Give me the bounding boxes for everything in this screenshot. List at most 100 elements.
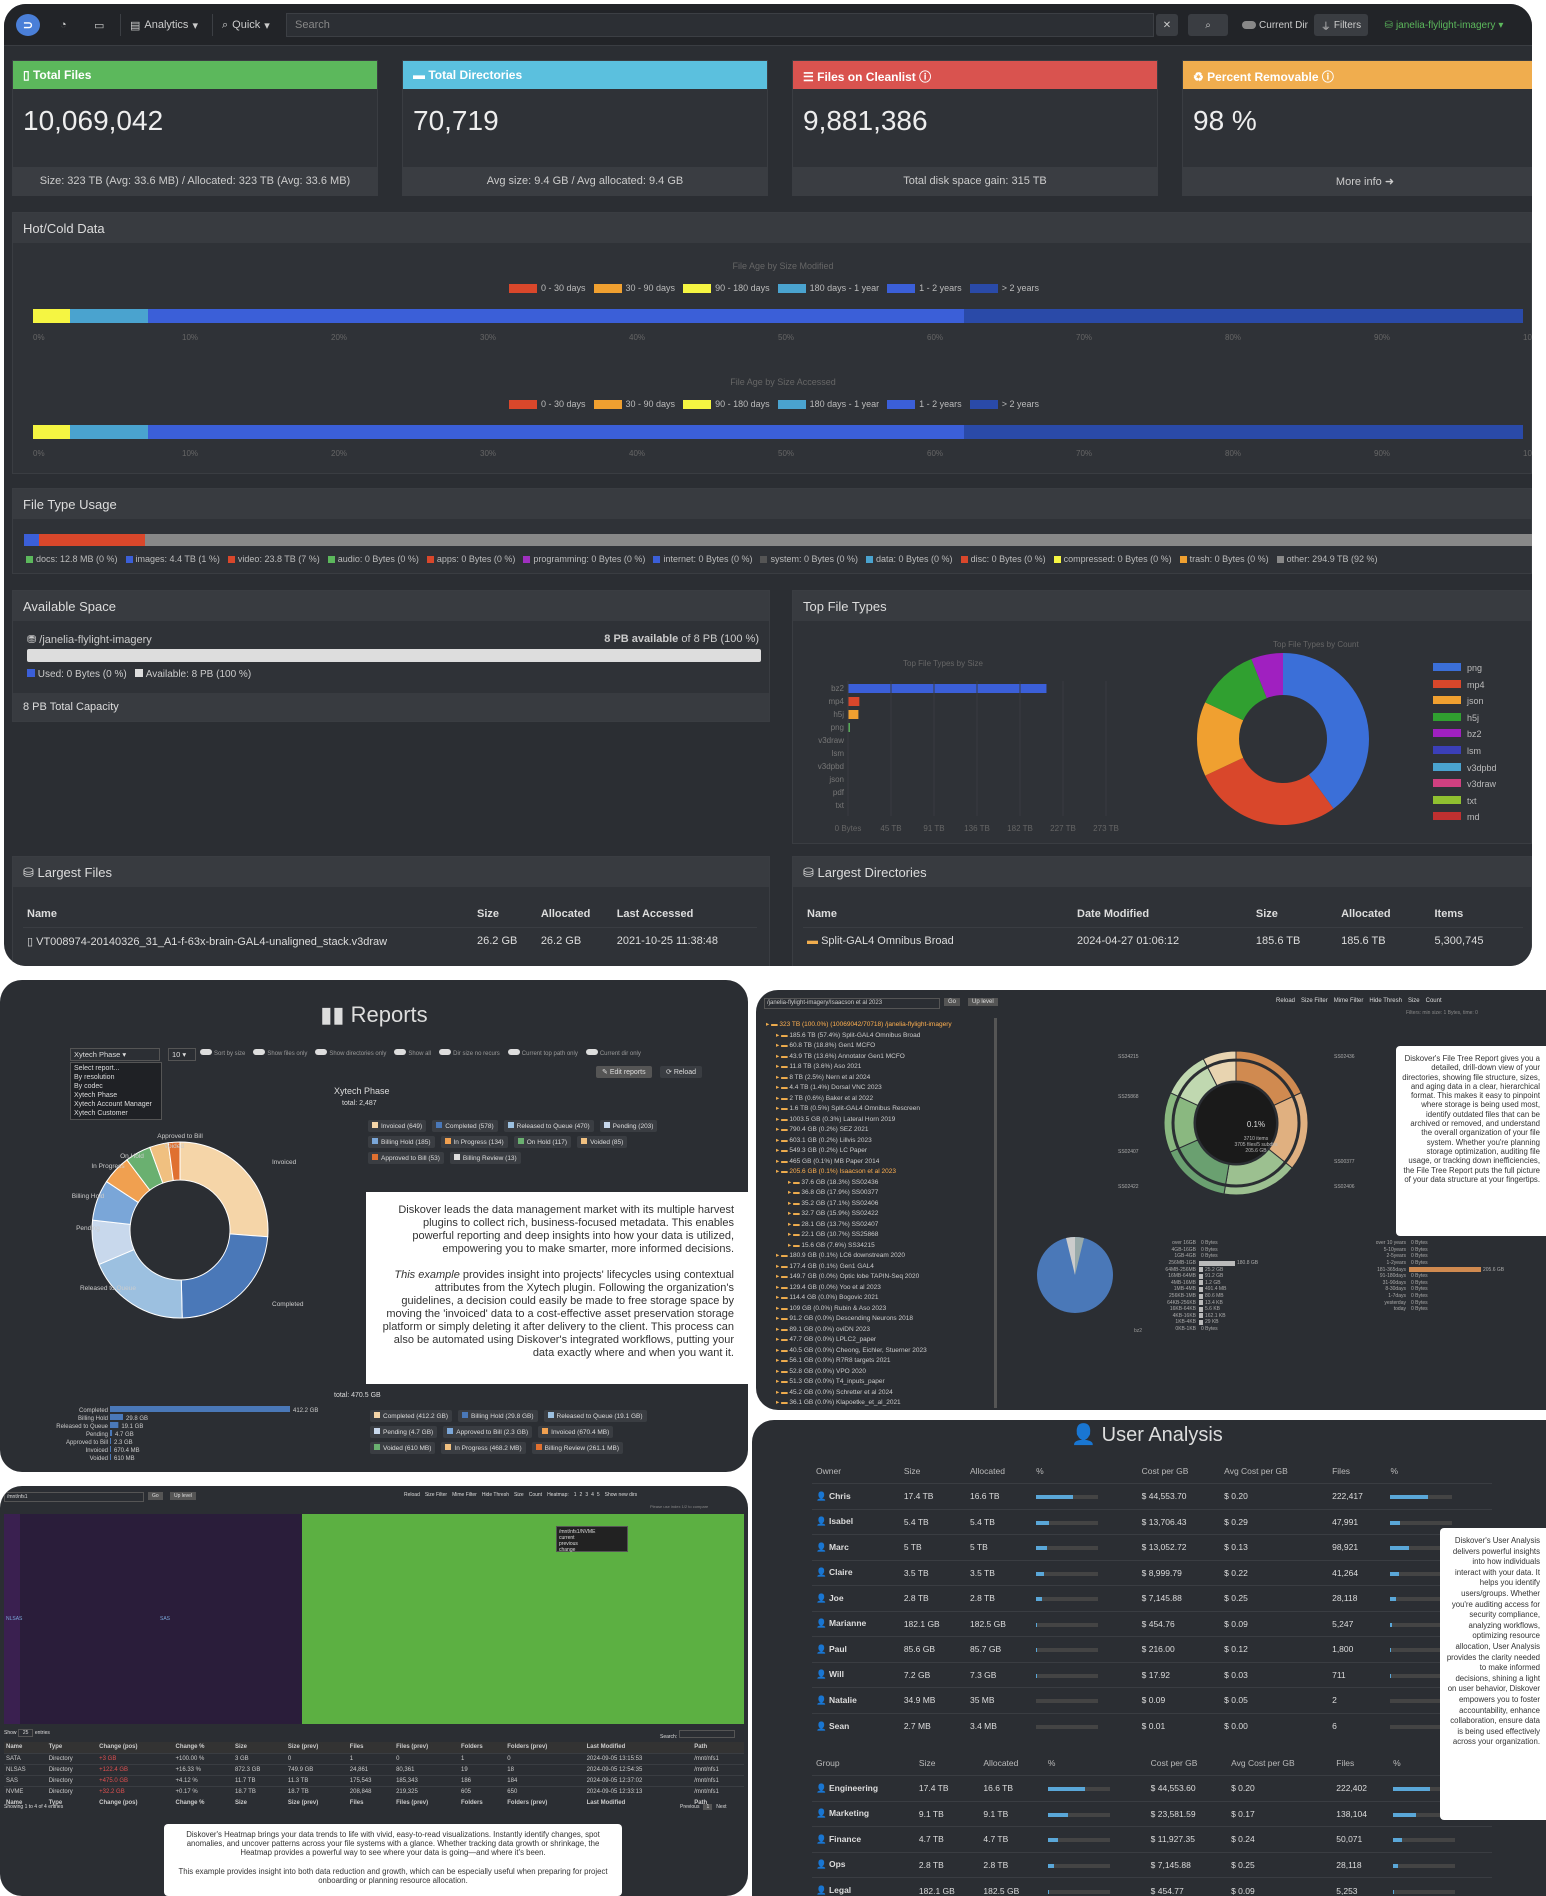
table-row[interactable]: 👤 Sean 2.7 MB 3.4 MB $ 0.01 $ 0.00 6: [812, 1713, 1492, 1739]
table-row[interactable]: 👤 Ops 2.8 TB 2.8 TB $ 7,145.88 $ 0.25 28,118: [812, 1852, 1492, 1878]
legend-item[interactable]: 0 - 30 days: [509, 283, 586, 293]
pie-slice[interactable]: [1197, 702, 1244, 776]
heatmap-cell-sas[interactable]: [20, 1514, 302, 1724]
entries-select[interactable]: 25: [17, 1729, 34, 1737]
current-dir-toggle[interactable]: Current Dir: [1236, 14, 1314, 36]
dist-bar[interactable]: [1199, 1260, 1235, 1266]
column-header[interactable]: Type: [48, 1744, 63, 1751]
help-icon[interactable]: ⓘ: [1321, 70, 1334, 84]
report-option[interactable]: Xytech Customer: [74, 1110, 128, 1117]
age-segment[interactable]: [33, 425, 71, 439]
legend-item[interactable]: > 2 years: [969, 399, 1039, 409]
badge[interactable]: Pending (203): [599, 1120, 658, 1132]
hide-thresh-dropdown[interactable]: Hide Thresh: [1369, 998, 1402, 1004]
table-row[interactable]: 👤 Legal 182.1 GB 182.5 GB $ 454.77 $ 0.09 5,2…: [812, 1877, 1492, 1896]
bar[interactable]: [110, 1438, 112, 1444]
tree-row[interactable]: ▸ ▬ 149.7 GB (0.0%) Optic lobe TAPIN-Seq…: [766, 1272, 986, 1283]
bar[interactable]: [110, 1446, 111, 1452]
dist-bar[interactable]: [1199, 1306, 1203, 1312]
toggle[interactable]: Dir size no recurs: [439, 1049, 500, 1057]
clear-search-button[interactable]: ✕: [1156, 14, 1178, 36]
toggle[interactable]: Sort by size: [200, 1049, 245, 1057]
column-header[interactable]: Change (pos): [99, 1744, 138, 1751]
tree-row[interactable]: ▸ ▬ 45.2 GB (0.0%) Schretter et al 2024: [766, 1388, 986, 1399]
go-button[interactable]: Go: [944, 998, 961, 1006]
file-type-segment[interactable]: [144, 534, 1532, 546]
tree-row[interactable]: ▸ ▬ 40.5 GB (0.0%) Cheong, Eichler, Stue…: [766, 1346, 986, 1357]
column-header[interactable]: Avg Cost per GB: [1231, 1757, 1295, 1768]
bar[interactable]: [110, 1406, 290, 1412]
report-select[interactable]: Xytech Phase ▾: [70, 1048, 160, 1061]
table-row[interactable]: 👤 Marketing 9.1 TB 9.1 TB $ 23,581.59 $ 0.17…: [812, 1801, 1492, 1827]
tree-row[interactable]: ▸ ▬ 205.6 GB (0.1%) Isaacson et al 2023: [766, 1167, 986, 1178]
dist-bar[interactable]: [1409, 1267, 1481, 1273]
toggle[interactable]: Current dir only: [585, 1049, 641, 1057]
badge[interactable]: Invoiced (649): [368, 1120, 427, 1132]
tree-row[interactable]: ▸ ▬ 323 TB (100.0%) (10069042/70718) /ja…: [766, 1020, 986, 1031]
sunburst-center[interactable]: [1196, 1083, 1276, 1163]
column-header[interactable]: Folders: [461, 1744, 483, 1751]
column-header[interactable]: Size: [234, 1744, 247, 1751]
legend-item[interactable]: 30 - 90 days: [593, 399, 675, 409]
dist-bar[interactable]: [1199, 1293, 1203, 1299]
pie-slice[interactable]: [167, 1141, 181, 1182]
legend-item[interactable]: 180 days - 1 year: [777, 399, 879, 409]
toggle[interactable]: Show files only: [253, 1049, 307, 1057]
dist-bar[interactable]: [1199, 1286, 1203, 1292]
table-row[interactable]: 👤 Will 7.2 GB 7.3 GB $ 17.92 $ 0.03 711: [812, 1662, 1492, 1688]
table-row[interactable]: SAS Directory +475.0 GB +4.12 % 11.7 TB 11.3 …: [4, 1775, 744, 1786]
tree-row[interactable]: ▸ ▬ 8 TB (2.5%) Nern et al 2024: [766, 1073, 986, 1084]
age-segment[interactable]: [964, 425, 1523, 439]
legend-item[interactable]: 1 - 2 years: [887, 399, 962, 409]
index-selector[interactable]: ⛁ janelia-flylight-imagery ▾: [1384, 19, 1504, 31]
page-button[interactable]: 2: [579, 1492, 583, 1498]
tree-row[interactable]: ▸ ▬ 177.4 GB (0.1%) Gen1 GAL4: [766, 1262, 986, 1273]
size-toggle[interactable]: Size: [1407, 998, 1420, 1004]
tree-row[interactable]: ▸ ▬ 47.7 GB (0.0%) LPLC2_paper: [766, 1335, 986, 1346]
dist-bar[interactable]: [1199, 1319, 1203, 1325]
heatmap-cell-nlsas[interactable]: [4, 1514, 20, 1724]
column-header[interactable]: Folders (prev): [507, 1744, 548, 1751]
table-row[interactable]: 👤 Marianne 182.1 GB 182.5 GB $ 454.76 $ 0.09…: [812, 1611, 1492, 1637]
tree-row[interactable]: ▸ ▬ 109 GB (0.0%) Rubin & Aso 2023: [766, 1304, 986, 1315]
badge[interactable]: In Progress (468.2 MB): [441, 1442, 526, 1454]
tree-row[interactable]: ▸ ▬ 180.9 GB (0.1%) LC6 downstream 2020: [766, 1251, 986, 1262]
bar[interactable]: [110, 1454, 111, 1460]
pie-slice[interactable]: [179, 1141, 269, 1238]
count-select[interactable]: 10 ▾: [168, 1048, 196, 1061]
up-level-button[interactable]: Up level: [170, 1492, 197, 1500]
column-header[interactable]: Files: [1336, 1757, 1355, 1768]
age-segment[interactable]: [70, 309, 148, 323]
bar[interactable]: [848, 710, 859, 719]
file-type-segment[interactable]: [24, 534, 40, 546]
table-row[interactable]: 👤 Finance 4.7 TB 4.7 TB $ 11,927.35 $ 0.24 50…: [812, 1826, 1492, 1853]
search-button[interactable]: ⌕: [1188, 14, 1228, 36]
pie-slice[interactable]: [98, 1248, 183, 1319]
dist-bar[interactable]: [1199, 1300, 1203, 1306]
column-header[interactable]: Allocated: [983, 1757, 1019, 1768]
search-input[interactable]: Search: [286, 13, 1154, 37]
badge[interactable]: Voided (85): [577, 1136, 628, 1148]
tree-row[interactable]: ▸ ▬ 52.8 GB (0.0%) VPO 2020: [766, 1367, 986, 1378]
tree-row[interactable]: ▸ ▬ 465 GB (0.1%) MB Paper 2014: [766, 1157, 986, 1168]
help-icon[interactable]: ⓘ: [919, 70, 932, 84]
tree-row[interactable]: ▸ ▬ 129.4 GB (0.0%) Yoo et al 2023: [766, 1283, 986, 1294]
page-button[interactable]: 3: [585, 1492, 589, 1498]
column-header[interactable]: Size: [918, 1757, 936, 1768]
age-segment[interactable]: [147, 425, 965, 439]
bar[interactable]: [110, 1422, 119, 1428]
badge[interactable]: Completed (578): [432, 1120, 498, 1132]
go-button[interactable]: Go: [148, 1492, 163, 1500]
bar[interactable]: [110, 1430, 113, 1436]
badge[interactable]: Voided (610 MB): [370, 1442, 436, 1454]
legend-item[interactable]: 90 - 180 days: [683, 399, 770, 409]
count-toggle[interactable]: Count: [528, 1492, 543, 1498]
search-input[interactable]: [678, 1730, 735, 1738]
badge[interactable]: Invoiced (670.4 MB): [538, 1426, 614, 1438]
tree-row[interactable]: ▸ ▬ 2 TB (0.6%) Baker et al 2022: [766, 1094, 986, 1105]
report-option[interactable]: Xytech Phase: [74, 1092, 118, 1099]
toggle[interactable]: Current top path only: [507, 1049, 578, 1057]
legend-item[interactable]: 90 - 180 days: [683, 283, 770, 293]
badge[interactable]: Pending (4.7 GB): [370, 1426, 438, 1438]
reload-button[interactable]: Reload: [404, 1492, 420, 1498]
